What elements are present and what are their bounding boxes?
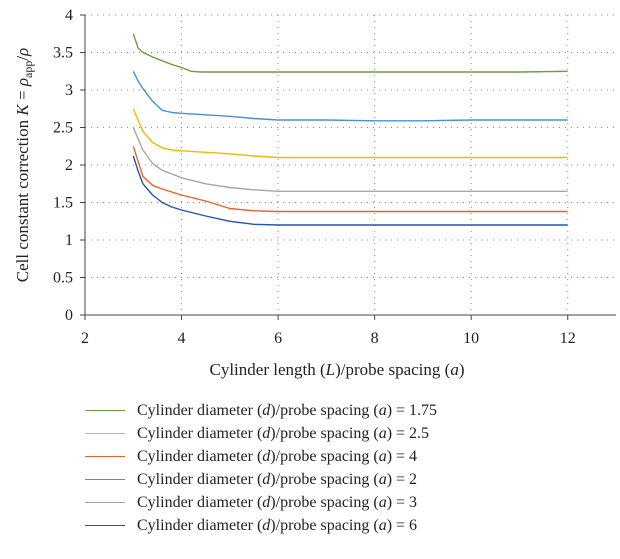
- legend-swatch-5: [85, 525, 125, 526]
- y-tick-label-5: 2.5: [53, 120, 73, 137]
- legend-label-4: Cylinder diameter (d)/probe spacing (a) …: [137, 493, 418, 511]
- grid-lines: [85, 14, 616, 315]
- y-tick-labels: 0 0.5 1 1.5 2 2.5 3 3.5 4: [53, 7, 73, 324]
- legend-swatch-1: [85, 433, 125, 434]
- legend-item-2: Cylinder diameter (d)/probe spacing (a) …: [85, 445, 605, 468]
- legend-label-3: Cylinder diameter (d)/probe spacing (a) …: [137, 470, 418, 488]
- legend-swatch-4: [85, 502, 125, 503]
- series-lines: [132, 33, 568, 226]
- x-tick-label-3: 8: [371, 330, 379, 347]
- y-axis-title: Cell constant correction K = ρapp/ρ: [13, 48, 35, 282]
- legend-label-0: Cylinder diameter (d)/probe spacing (a) …: [137, 401, 438, 419]
- x-axis-title: Cylinder length (L)/probe spacing (a): [210, 360, 465, 379]
- y-tick-label-6: 3: [65, 82, 73, 99]
- legend-item-3: Cylinder diameter (d)/probe spacing (a) …: [85, 468, 605, 491]
- series-line-3: [132, 70, 568, 122]
- legend-item-0: Cylinder diameter (d)/probe spacing (a) …: [85, 399, 605, 422]
- x-tick-label-5: 12: [560, 330, 576, 347]
- x-tick-labels: 2 4 6 8 10 12: [81, 330, 576, 347]
- y-tick-label-3: 1.5: [53, 195, 73, 212]
- legend-item-5: Cylinder diameter (d)/probe spacing (a) …: [85, 514, 605, 537]
- series-line-4: [132, 127, 568, 193]
- legend-item-4: Cylinder diameter (d)/probe spacing (a) …: [85, 491, 605, 514]
- y-tick-label-1: 0.5: [53, 270, 73, 287]
- legend: Cylinder diameter (d)/probe spacing (a) …: [85, 399, 605, 537]
- y-tick-label-8: 4: [65, 7, 73, 24]
- series-line-1: [132, 108, 568, 159]
- legend-label-2: Cylinder diameter (d)/probe spacing (a) …: [137, 447, 418, 465]
- y-tick-label-0: 0: [65, 307, 73, 324]
- series-line-2: [132, 146, 568, 213]
- series-line-5: [132, 155, 568, 226]
- x-tick-label-2: 6: [274, 330, 282, 347]
- y-tick-label-4: 2: [65, 157, 73, 174]
- legend-swatch-3: [85, 479, 125, 480]
- series-line-0: [132, 33, 568, 73]
- x-tick-label-0: 2: [81, 330, 89, 347]
- y-tick-label-7: 3.5: [53, 45, 73, 62]
- axes: [80, 14, 616, 320]
- legend-item-1: Cylinder diameter (d)/probe spacing (a) …: [85, 422, 605, 445]
- legend-swatch-2: [85, 456, 125, 457]
- legend-swatch-0: [85, 410, 125, 411]
- y-tick-label-2: 1: [65, 232, 73, 249]
- x-tick-label-1: 4: [178, 330, 186, 347]
- legend-label-5: Cylinder diameter (d)/probe spacing (a) …: [137, 516, 418, 534]
- x-tick-label-4: 10: [463, 330, 479, 347]
- legend-label-1: Cylinder diameter (d)/probe spacing (a) …: [137, 424, 430, 442]
